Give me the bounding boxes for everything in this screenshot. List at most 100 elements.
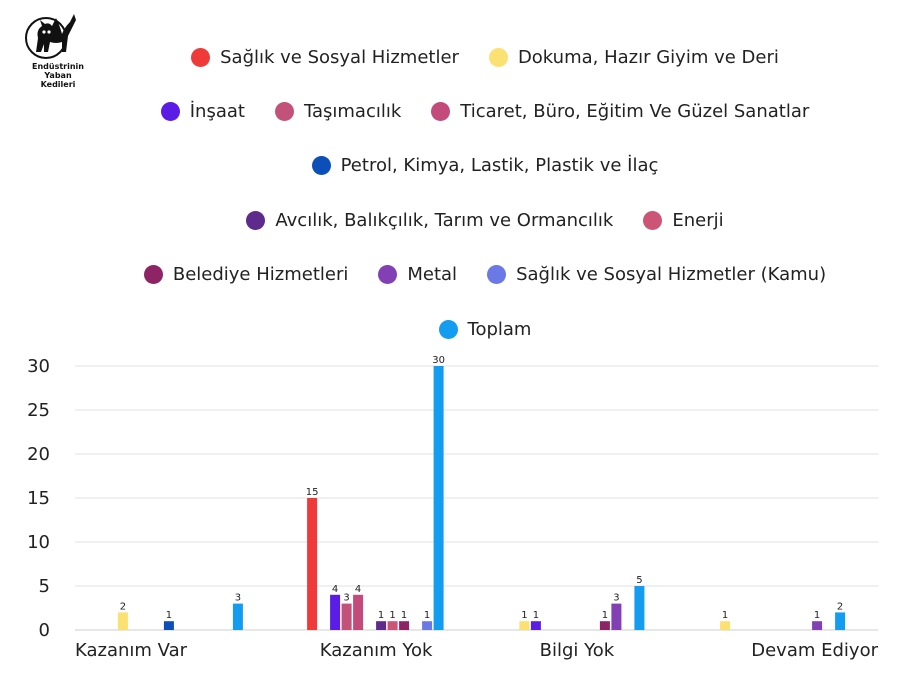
bar-dokuma-hazir-giyim-ve-deri-kazanim-var[interactable] xyxy=(117,612,128,630)
legend-swatch xyxy=(311,156,331,176)
legend-item-toplam[interactable]: Toplam xyxy=(438,318,532,340)
bar-toplam-kazanim-var[interactable] xyxy=(232,603,243,630)
bar-dokuma-hazir-giyim-ve-deri-bilgi-yok[interactable] xyxy=(519,621,530,630)
bar-belediye-hizmetleri-bilgi-yok[interactable] xyxy=(599,621,610,630)
bar-metal-devam-ediyor[interactable] xyxy=(812,621,823,630)
legend-row: Toplam xyxy=(60,302,910,356)
legend-row: Avcılık, Balıkçılık, Tarım ve Ormancılık… xyxy=(60,193,910,247)
data-label: 1 xyxy=(722,610,728,621)
legend-label: Dokuma, Hazır Giyim ve Deri xyxy=(517,46,779,68)
data-label: 4 xyxy=(332,584,338,595)
legend-swatch xyxy=(191,47,211,67)
bar-toplam-bilgi-yok[interactable] xyxy=(634,586,645,630)
data-label: 30 xyxy=(432,355,445,366)
data-label: 1 xyxy=(378,610,384,621)
data-label: 1 xyxy=(424,610,430,621)
data-label: 3 xyxy=(613,593,619,604)
legend-label: Avcılık, Balıkçılık, Tarım ve Ormancılık xyxy=(275,209,614,231)
x-category-label: Bilgi Yok xyxy=(540,640,615,661)
data-label: 3 xyxy=(235,593,241,604)
y-tick-label: 10 xyxy=(27,532,50,553)
logo-text: Endüstrinin Yaban Kedileri xyxy=(32,62,84,89)
legend-item-saglik-ve-sosyal-hizmetler-kamu[interactable]: Sağlık ve Sosyal Hizmetler (Kamu) xyxy=(487,264,826,285)
legend-label: Belediye Hizmetleri xyxy=(172,264,349,286)
black-cat-icon xyxy=(25,14,76,59)
data-label: 4 xyxy=(355,584,361,595)
legend-label: Toplam xyxy=(467,318,532,340)
bar-insaat-kazanim-yok[interactable] xyxy=(330,594,341,630)
legend-swatch xyxy=(378,265,398,285)
bar-toplam-devam-ediyor[interactable] xyxy=(835,612,846,630)
legend-label: Sağlık ve Sosyal Hizmetler (Kamu) xyxy=(516,264,827,286)
y-tick-label: 20 xyxy=(27,444,50,465)
data-label: 1 xyxy=(533,610,539,621)
legend-swatch xyxy=(246,210,266,230)
legend-item-ticaret-buro-egitim-ve-guzel-sanatlar[interactable]: Ticaret, Büro, Eğitim Ve Güzel Sanatlar xyxy=(431,101,809,122)
legend-item-petrol-kimya-lastik-plastik-ve-ilac[interactable]: Petrol, Kimya, Lastik, Plastik ve İlaç xyxy=(311,155,659,177)
data-label: 5 xyxy=(636,575,642,586)
y-tick-label: 5 xyxy=(39,576,50,597)
legend-swatch xyxy=(488,47,508,67)
legend-item-enerji[interactable]: Enerji xyxy=(643,209,724,231)
legend-label: Sağlık ve Sosyal Hizmetler xyxy=(220,46,459,68)
legend-swatch xyxy=(143,265,163,285)
legend-row: Belediye Hizmetleri Metal Sağlık ve Sosyal… xyxy=(60,248,910,302)
legend-label: Taşımacılık xyxy=(303,101,402,123)
legend-item-saglik-ve-sosyal-hizmetler[interactable]: Sağlık ve Sosyal Hizmetler xyxy=(191,47,459,68)
legend-label: Petrol, Kimya, Lastik, Plastik ve İlaç xyxy=(340,155,659,177)
bar-dokuma-hazir-giyim-ve-deri-devam-ediyor[interactable] xyxy=(720,621,731,630)
y-tick-label: 30 xyxy=(27,356,50,377)
legend-row: Petrol, Kimya, Lastik, Plastik ve İlaç xyxy=(60,139,910,193)
data-label: 2 xyxy=(837,601,843,612)
legend-item-avcilik-balikcilik-tarim-ve-ormancilik[interactable]: Avcılık, Balıkçılık, Tarım ve Ormancılık xyxy=(246,210,613,231)
legend-swatch xyxy=(438,319,458,339)
y-axis-ticks: 0 5 10 15 20 25 30 xyxy=(27,356,50,641)
bar-avcilik-balikcilik-tarim-ve-ormancilik-kazanim-yok[interactable] xyxy=(376,621,387,630)
bar-metal-bilgi-yok[interactable] xyxy=(611,603,622,630)
data-label: 1 xyxy=(521,610,527,621)
x-category-label: Devam Ediyor xyxy=(751,640,878,661)
legend-item-insaat[interactable]: İnşaat xyxy=(160,101,245,123)
bars xyxy=(117,366,846,630)
grid-lines xyxy=(75,365,878,631)
data-label: 1 xyxy=(814,610,820,621)
legend-item-metal[interactable]: Metal xyxy=(378,264,457,285)
legend-label: Enerji xyxy=(672,209,724,231)
legend-swatch xyxy=(487,265,507,285)
logo: Endüstrinin Yaban Kedileri xyxy=(22,8,94,98)
legend-swatch xyxy=(643,210,663,230)
data-label: 3 xyxy=(343,593,349,604)
legend-row: İnşaat Taşımacılık Ticaret, Büro, Eğitim V… xyxy=(60,84,910,138)
data-label: 1 xyxy=(389,610,395,621)
x-axis-categories: Kazanım Var Kazanım Yok Bilgi Yok Devam Edi… xyxy=(75,640,879,661)
legend-label: Metal xyxy=(407,264,458,286)
x-category-label: Kazanım Var xyxy=(75,640,188,661)
data-label: 2 xyxy=(120,601,126,612)
legend-row: Sağlık ve Sosyal Hizmetler Dokuma, Hazır … xyxy=(60,30,910,84)
data-label: 1 xyxy=(602,610,608,621)
bar-petrol-kimya-lastik-plastik-ve-ilac-kazanim-var[interactable] xyxy=(163,621,174,630)
legend-label: İnşaat xyxy=(189,101,245,123)
bar-saglik-ve-sosyal-hizmetler-kamu-kazanim-yok[interactable] xyxy=(422,621,433,630)
y-tick-label: 15 xyxy=(27,488,50,509)
bar-saglik-ve-sosyal-hizmetler-kazanim-yok[interactable] xyxy=(307,498,318,630)
legend-item-belediye-hizmetleri[interactable]: Belediye Hizmetleri xyxy=(143,264,349,286)
y-tick-label: 0 xyxy=(39,620,50,641)
bar-belediye-hizmetleri-kazanim-yok[interactable] xyxy=(399,621,410,630)
legend-swatch xyxy=(160,102,180,122)
bar-ticaret-buro-egitim-ve-guzel-sanatlar-kazanim-yok[interactable] xyxy=(353,594,364,630)
x-category-label: Kazanım Yok xyxy=(320,640,433,661)
legend-item-dokuma-hazir-giyim-ve-deri[interactable]: Dokuma, Hazır Giyim ve Deri xyxy=(488,46,779,68)
data-label: 1 xyxy=(166,610,172,621)
bar-tasimacilik-kazanim-yok[interactable] xyxy=(341,603,352,630)
legend-item-tasimacilik[interactable]: Taşımacılık xyxy=(274,101,402,123)
chart-legend: Sağlık ve Sosyal Hizmetler Dokuma, Hazır … xyxy=(60,30,910,356)
bar-enerji-kazanim-yok[interactable] xyxy=(387,621,398,630)
bar-insaat-bilgi-yok[interactable] xyxy=(530,621,541,630)
bar-toplam-kazanim-yok[interactable] xyxy=(433,366,444,630)
legend-swatch xyxy=(431,102,451,122)
data-label: 1 xyxy=(401,610,407,621)
data-label: 15 xyxy=(306,487,319,498)
